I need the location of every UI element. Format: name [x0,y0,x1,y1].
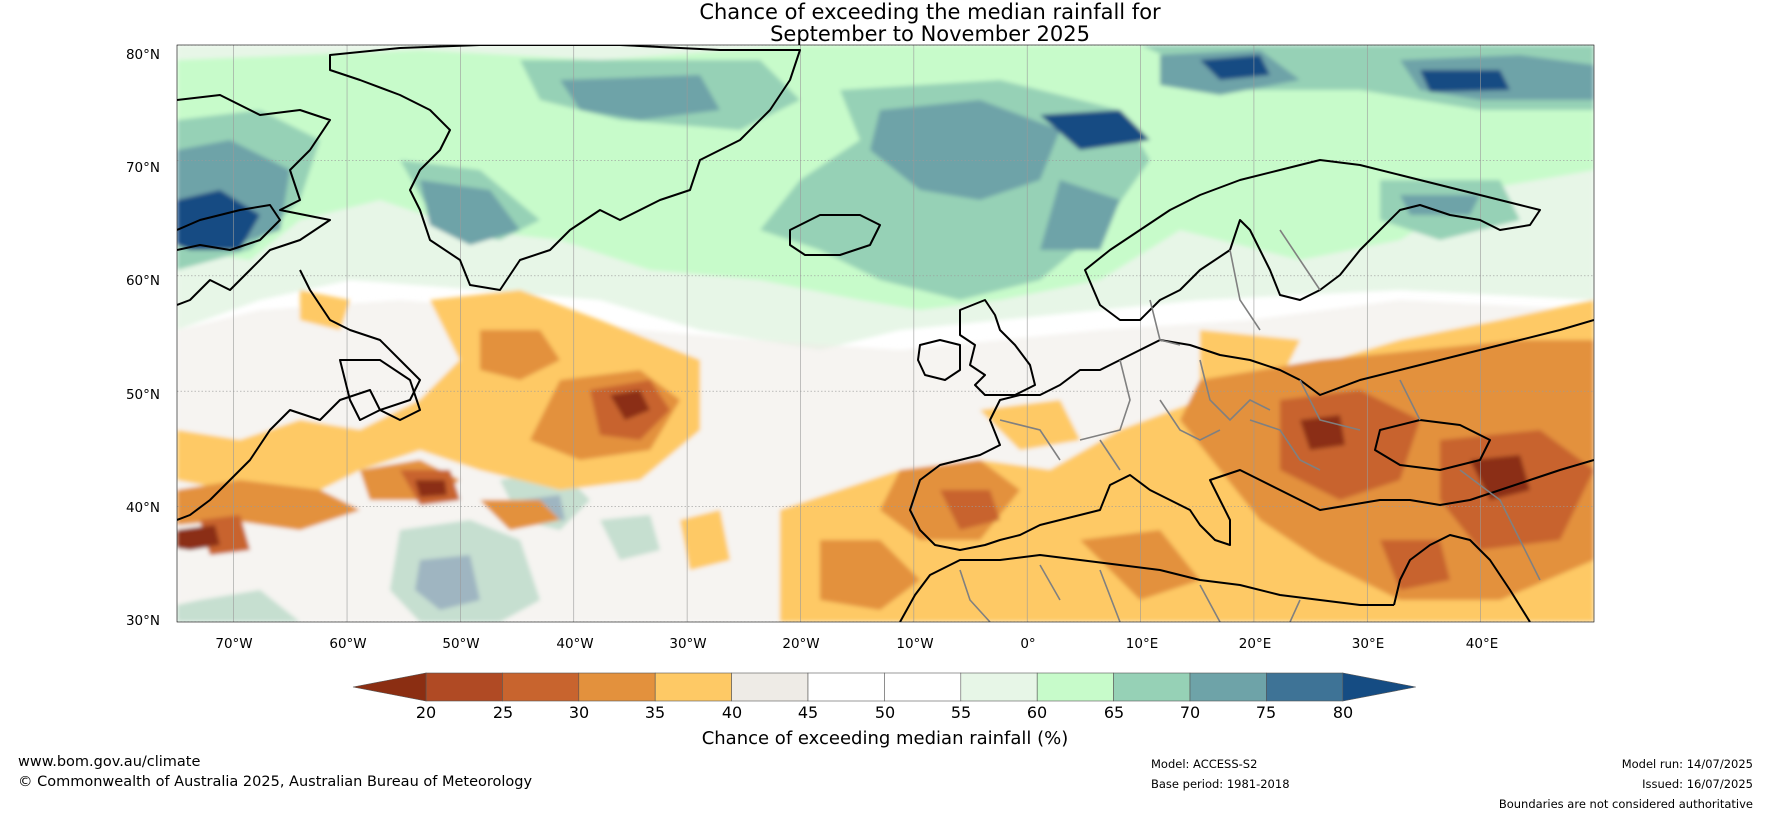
lat-label-50n: 50°N [125,387,160,403]
colorbar-tick: 45 [797,703,819,722]
coastline-greenland [329,45,801,291]
lat-label-30n: 30°N [125,613,160,629]
colorbar-extend-high [1342,672,1416,702]
coastline-newfoundland [339,359,421,421]
colorbar-label: Chance of exceeding median rainfall (%) [701,728,1069,749]
colorbar-bin-60-65 [1036,672,1114,702]
colorbar-bin-20-25 [425,672,503,702]
graticule [177,45,1594,622]
colorbar-bin-50-55 [884,672,962,702]
country-borders [959,229,1541,622]
colorbar-bin-75-80 [1266,672,1344,702]
colorbar-tick: 55 [950,703,972,722]
lat-label-70n: 70°N [125,160,160,176]
rainfall-probability-field [177,45,1594,622]
lon-label-60w: 60°W [329,636,367,652]
website-link[interactable]: www.bom.gov.au/climate [18,754,201,770]
copyright-text: © Commonwealth of Australia 2025, Austra… [18,774,533,790]
colorbar-tick: 80 [1332,703,1354,722]
colorbar-bin-40-45 [731,672,809,702]
lon-label-20w: 20°W [782,636,820,652]
lat-label-80n: 80°N [125,47,160,63]
boundaries-disclaimer: Boundaries are not considered authoritat… [1498,797,1753,811]
lon-label-0: 0° [1020,636,1036,652]
dry-region-medium [177,330,1594,610]
colorbar-tick: 25 [492,703,514,722]
colorbar-tick: 30 [568,703,590,722]
colorbar-tick: 60 [1026,703,1048,722]
coastline-great-britain [959,299,1036,396]
lon-label-10w: 10°W [896,636,934,652]
coastline-levant [1393,534,1531,622]
colorbar-bin-55-60 [960,672,1038,702]
colorbar-tick: 35 [644,703,666,722]
coastline-scandinavia [1084,159,1541,321]
lon-label-30e: 30°E [1351,636,1385,652]
lon-label-70w: 70°W [215,636,253,652]
lon-label-20e: 20°E [1238,636,1272,652]
map-frame [176,44,1595,623]
lon-label-30w: 30°W [669,636,707,652]
lon-label-10e: 10°E [1125,636,1159,652]
colorbar-tick: 50 [874,703,896,722]
map-title: Chance of exceeding the median rainfall … [699,0,1161,24]
base-period: Base period: 1981-2018 [1151,777,1290,791]
coastline-ireland [917,339,961,381]
issued-date: Issued: 16/07/2025 [1642,777,1753,791]
coastlines [177,45,1594,622]
coastline-europe [909,319,1594,551]
coastline-north-africa [899,554,1394,622]
wet-region-strong [177,50,1594,250]
coastline-iceland [789,214,881,256]
map-panel [177,45,1594,622]
lat-label-60n: 60°N [125,273,160,289]
dry-region-strong [200,380,1594,590]
colorbar-bin-30-35 [578,672,656,702]
colorbar-tick: 70 [1179,703,1201,722]
colorbar-bin-45-50 [807,672,885,702]
colorbar-tick: 20 [415,703,437,722]
wet-region-medium [177,45,1594,300]
lon-label-40w: 40°W [556,636,594,652]
colorbar-bin-70-75 [1189,672,1267,702]
model-run-date: Model run: 14/07/2025 [1621,757,1753,771]
lon-label-40e: 40°E [1465,636,1499,652]
model-name: Model: ACCESS-S2 [1151,757,1258,771]
colorbar-tick: 40 [721,703,743,722]
colorbar-bin-25-30 [502,672,580,702]
lon-label-50w: 50°W [442,636,480,652]
lat-label-40n: 40°N [125,500,160,516]
colorbar-tick: 75 [1255,703,1277,722]
coastline-black-sea [1374,419,1491,471]
colorbar-extend-low [352,672,427,702]
map-subtitle: September to November 2025 [770,22,1090,46]
colorbar-bin-35-40 [654,672,732,702]
colorbar-tick: 65 [1103,703,1125,722]
colorbar-bin-65-70 [1113,672,1191,702]
coastline-north-america [177,94,421,521]
colorbar [352,672,1416,702]
